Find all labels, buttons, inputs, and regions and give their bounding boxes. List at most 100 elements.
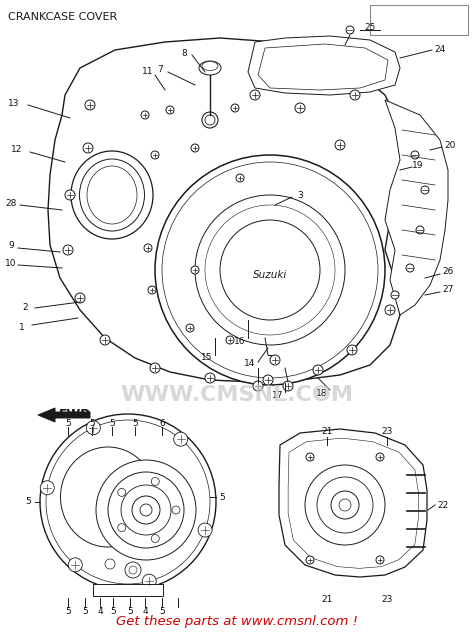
Circle shape	[376, 453, 384, 461]
Circle shape	[118, 524, 126, 532]
Text: 5: 5	[159, 607, 165, 616]
Text: 24: 24	[434, 46, 446, 54]
Text: 1: 1	[19, 322, 25, 332]
Circle shape	[231, 104, 239, 112]
Text: 5: 5	[89, 418, 95, 427]
Circle shape	[236, 174, 244, 182]
Circle shape	[118, 489, 126, 496]
Circle shape	[141, 111, 149, 119]
Circle shape	[191, 266, 199, 274]
Circle shape	[173, 432, 188, 446]
Text: 28: 28	[5, 198, 17, 207]
Circle shape	[202, 112, 218, 128]
Circle shape	[166, 106, 174, 114]
Text: Get these parts at www.cmsnl.com !: Get these parts at www.cmsnl.com !	[116, 616, 358, 628]
Ellipse shape	[80, 159, 145, 231]
Text: 3: 3	[297, 190, 303, 200]
Text: 16: 16	[234, 337, 246, 346]
Circle shape	[317, 477, 373, 533]
Circle shape	[142, 574, 156, 588]
Circle shape	[263, 375, 273, 385]
Circle shape	[155, 155, 385, 385]
Circle shape	[132, 496, 160, 524]
Circle shape	[313, 365, 323, 375]
Text: 23: 23	[381, 427, 392, 437]
Circle shape	[121, 485, 171, 535]
Circle shape	[385, 305, 395, 315]
Text: 12: 12	[11, 145, 23, 154]
Text: 21: 21	[321, 595, 333, 604]
Polygon shape	[279, 429, 427, 577]
FancyBboxPatch shape	[370, 5, 468, 35]
Circle shape	[151, 535, 159, 542]
Text: 14: 14	[244, 360, 255, 368]
Text: 11: 11	[142, 68, 154, 76]
Text: CRANKCASE COVER: CRANKCASE COVER	[8, 12, 117, 22]
Text: 20: 20	[444, 140, 456, 150]
Text: 5: 5	[110, 607, 116, 616]
Circle shape	[83, 143, 93, 153]
Circle shape	[306, 453, 314, 461]
Ellipse shape	[202, 61, 218, 71]
Text: 7: 7	[157, 66, 163, 75]
Circle shape	[331, 491, 359, 519]
Ellipse shape	[199, 61, 221, 75]
Circle shape	[411, 151, 419, 159]
Circle shape	[270, 355, 280, 365]
Circle shape	[46, 420, 210, 584]
Text: 5: 5	[219, 492, 225, 502]
Text: 5: 5	[109, 418, 115, 427]
Text: 13: 13	[8, 99, 20, 107]
Text: 9: 9	[8, 241, 14, 250]
Circle shape	[391, 291, 399, 299]
Circle shape	[100, 335, 110, 345]
Circle shape	[406, 264, 414, 272]
Circle shape	[195, 195, 345, 345]
Circle shape	[421, 186, 429, 194]
Circle shape	[191, 144, 199, 152]
Circle shape	[416, 226, 424, 234]
Circle shape	[350, 90, 360, 100]
Circle shape	[65, 190, 75, 200]
Circle shape	[40, 481, 54, 495]
Text: 17: 17	[272, 391, 284, 401]
Text: 5: 5	[132, 418, 138, 427]
Text: 4: 4	[142, 607, 148, 616]
Text: 2: 2	[22, 303, 28, 312]
Circle shape	[172, 506, 180, 514]
Polygon shape	[385, 100, 448, 315]
Circle shape	[75, 293, 85, 303]
Circle shape	[63, 245, 73, 255]
Text: 8: 8	[181, 49, 187, 58]
Circle shape	[376, 556, 384, 564]
Circle shape	[226, 336, 234, 344]
Circle shape	[339, 499, 351, 511]
Text: 25: 25	[365, 23, 376, 32]
Text: 5: 5	[65, 607, 71, 616]
Circle shape	[105, 559, 115, 569]
Circle shape	[220, 220, 320, 320]
Circle shape	[85, 100, 95, 110]
Text: 10: 10	[5, 258, 17, 267]
Circle shape	[144, 244, 152, 252]
Circle shape	[306, 556, 314, 564]
Circle shape	[125, 562, 141, 578]
Circle shape	[162, 162, 378, 378]
Circle shape	[205, 205, 335, 335]
Text: 27: 27	[442, 286, 454, 295]
Circle shape	[335, 140, 345, 150]
FancyBboxPatch shape	[93, 584, 163, 596]
Circle shape	[347, 345, 357, 355]
Text: 4: 4	[97, 607, 103, 616]
Circle shape	[96, 460, 196, 560]
Text: 18: 18	[316, 389, 328, 399]
Circle shape	[108, 472, 184, 548]
Circle shape	[295, 103, 305, 113]
Ellipse shape	[87, 166, 137, 224]
Text: WWW.CMSNL.COM: WWW.CMSNL.COM	[120, 385, 354, 405]
Circle shape	[150, 363, 160, 373]
Circle shape	[148, 286, 156, 294]
Polygon shape	[288, 438, 419, 568]
Circle shape	[129, 566, 137, 574]
Circle shape	[40, 414, 216, 590]
